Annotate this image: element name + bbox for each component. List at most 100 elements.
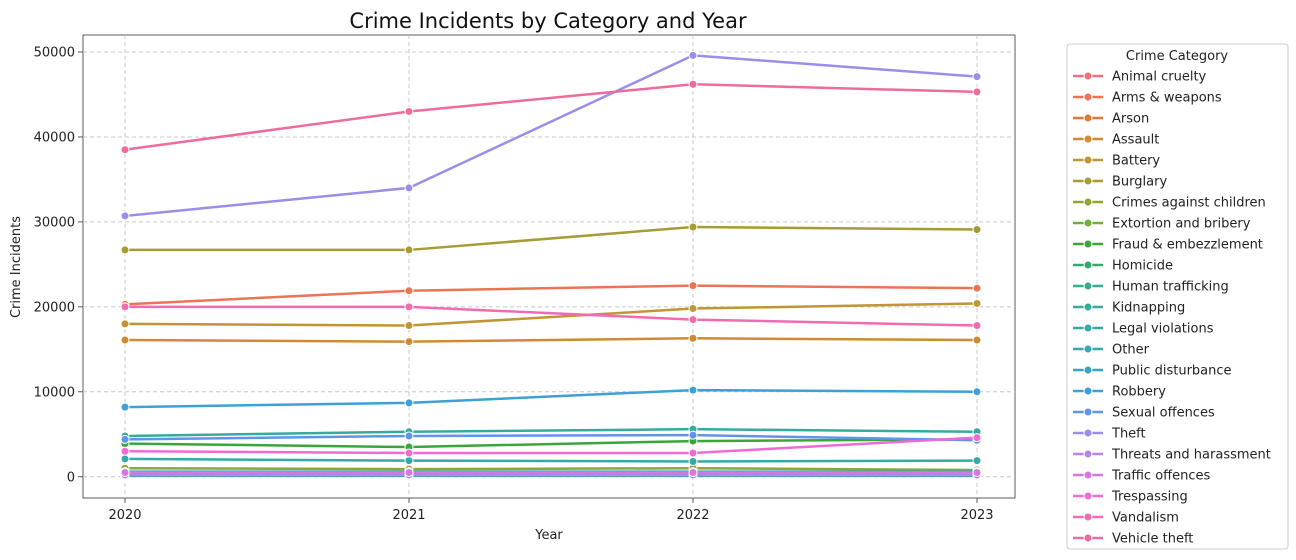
data-point: [120, 468, 130, 478]
x-tick-label: 2022: [676, 508, 709, 523]
data-point: [972, 225, 982, 235]
legend-label: Crimes against children: [1112, 196, 1266, 211]
data-point: [972, 72, 982, 82]
legend-label: Fraud & embezzlement: [1112, 238, 1263, 253]
x-tick-label: 2023: [960, 508, 993, 523]
legend-swatch-marker: [1083, 281, 1093, 291]
data-point: [972, 321, 982, 331]
series-group: [120, 468, 982, 478]
data-point: [688, 304, 698, 314]
data-point: [972, 87, 982, 97]
legend-frame: [1066, 43, 1289, 550]
series-line: [124, 427, 978, 438]
series-layer: [120, 50, 982, 481]
legend-label: Public disturbance: [1112, 364, 1232, 379]
legend-item: Robbery: [1073, 385, 1166, 400]
legend-swatch-marker: [1083, 365, 1093, 375]
data-point: [972, 387, 982, 397]
legend-swatch-marker: [1083, 428, 1093, 438]
y-tick-label: 30000: [34, 215, 75, 230]
legend-swatch-marker: [1083, 197, 1093, 207]
y-tick-label: 10000: [34, 385, 75, 400]
legend-item: Fraud & embezzlement: [1073, 238, 1263, 253]
data-point: [404, 245, 414, 255]
legend-label: Arms & weapons: [1112, 91, 1222, 106]
legend-item: Legal violations: [1073, 322, 1214, 337]
series-line: [124, 457, 978, 463]
series-group: [120, 222, 982, 255]
legend-item: Other: [1073, 343, 1150, 358]
series-line: [124, 438, 978, 449]
legend-label: Sexual offences: [1112, 406, 1215, 421]
data-point: [404, 337, 414, 347]
legend-item: Homicide: [1073, 259, 1173, 274]
legend-item: Arms & weapons: [1073, 91, 1222, 106]
x-axis-ticks: 2020 2021 2022 2023: [108, 498, 994, 523]
legend-swatch-marker: [1083, 218, 1093, 228]
series-group: [120, 385, 982, 412]
legend-item: Extortion and bribery: [1073, 217, 1251, 232]
x-axis-title: Year: [534, 528, 563, 543]
data-point: [688, 79, 698, 89]
x-tick-label: 2021: [392, 508, 425, 523]
series-group: [120, 333, 982, 347]
legend-label: Extortion and bribery: [1112, 217, 1251, 232]
series-line: [124, 54, 978, 218]
data-point: [688, 430, 698, 440]
legend-swatch-marker: [1083, 155, 1093, 165]
legend-item: Trespassing: [1073, 490, 1188, 505]
data-point: [404, 321, 414, 331]
legend-swatch-marker: [1083, 176, 1093, 186]
series-group: [120, 302, 982, 331]
data-point: [688, 222, 698, 232]
legend-label: Trespassing: [1111, 490, 1188, 505]
data-point: [972, 456, 982, 466]
data-point: [120, 434, 130, 444]
series-line: [125, 225, 978, 252]
legend-item: Threats and harassment: [1073, 448, 1271, 463]
data-point: [972, 468, 982, 478]
series-group: [120, 50, 982, 221]
data-point: [120, 402, 130, 412]
legend-swatch-marker: [1083, 491, 1093, 501]
legend-items: Animal cruelty Arms & weapons Arson Assault…: [1073, 70, 1271, 547]
legend-label: Arson: [1112, 112, 1149, 127]
legend-item: Kidnapping: [1073, 301, 1185, 316]
legend-swatch-marker: [1083, 260, 1093, 270]
legend-label: Human trafficking: [1112, 280, 1229, 295]
legend-item: Arson: [1073, 112, 1149, 127]
legend-label: Threats and harassment: [1111, 448, 1271, 463]
data-point: [688, 456, 698, 466]
legend-label: Traffic offences: [1111, 469, 1210, 484]
series-line: [124, 337, 978, 343]
y-tick-label: 0: [67, 470, 75, 485]
legend-label: Kidnapping: [1112, 301, 1185, 316]
legend-item: Sexual offences: [1073, 406, 1215, 421]
chart-title: Crime Incidents by Category and Year: [349, 9, 747, 33]
data-point: [404, 431, 414, 441]
legend-label: Battery: [1112, 154, 1160, 169]
legend-label: Theft: [1111, 427, 1146, 442]
data-point: [404, 286, 414, 296]
series-line: [124, 284, 978, 306]
legend-swatch-marker: [1083, 533, 1093, 543]
legend-item: Theft: [1073, 427, 1146, 442]
y-axis-title: Crime Incidents: [9, 216, 24, 318]
series-group: [120, 430, 982, 445]
data-point: [972, 335, 982, 345]
series-line: [124, 436, 978, 455]
legend-item: Animal cruelty: [1073, 70, 1207, 85]
data-point: [120, 335, 130, 345]
legend-item: Public disturbance: [1073, 364, 1232, 379]
y-tick-label: 40000: [34, 130, 75, 145]
legend-swatch-marker: [1083, 512, 1093, 522]
legend-swatch-marker: [1083, 449, 1093, 459]
data-point: [404, 456, 414, 466]
data-point: [120, 302, 130, 312]
series-line: [124, 433, 978, 442]
series-group: [120, 79, 982, 155]
y-tick-label: 20000: [34, 300, 75, 315]
data-point: [120, 145, 130, 155]
legend-item: Assault: [1073, 133, 1159, 148]
